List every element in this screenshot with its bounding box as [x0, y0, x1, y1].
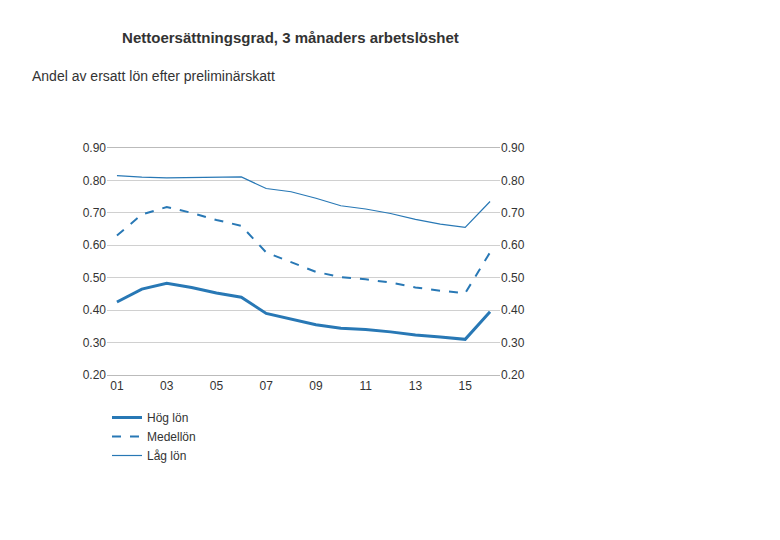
svg-text:0.30: 0.30 — [83, 336, 107, 350]
svg-text:0.70: 0.70 — [501, 206, 525, 220]
svg-text:Hög lön: Hög lön — [147, 411, 188, 425]
svg-text:0.80: 0.80 — [83, 174, 107, 188]
svg-text:0.30: 0.30 — [501, 336, 525, 350]
svg-text:0.40: 0.40 — [83, 303, 107, 317]
svg-text:Låg lön: Låg lön — [147, 449, 186, 463]
svg-text:0.70: 0.70 — [83, 206, 107, 220]
svg-text:0.80: 0.80 — [501, 174, 525, 188]
svg-text:03: 03 — [160, 379, 174, 393]
svg-text:0.50: 0.50 — [501, 271, 525, 285]
svg-text:0.60: 0.60 — [501, 238, 525, 252]
svg-text:Andel av ersatt lön efter prel: Andel av ersatt lön efter preliminärskat… — [32, 68, 275, 84]
svg-text:0.60: 0.60 — [83, 238, 107, 252]
svg-text:0.20: 0.20 — [501, 368, 525, 382]
svg-text:07: 07 — [260, 379, 274, 393]
svg-text:05: 05 — [210, 379, 224, 393]
svg-text:0.90: 0.90 — [501, 141, 525, 155]
svg-text:15: 15 — [459, 379, 473, 393]
svg-text:0.40: 0.40 — [501, 303, 525, 317]
svg-text:0.90: 0.90 — [83, 141, 107, 155]
svg-text:Medellön: Medellön — [147, 430, 196, 444]
svg-text:13: 13 — [409, 379, 423, 393]
svg-text:09: 09 — [309, 379, 323, 393]
svg-text:0.20: 0.20 — [83, 368, 107, 382]
svg-text:Nettoersättningsgrad, 3 månade: Nettoersättningsgrad, 3 månaders arbetsl… — [122, 29, 459, 46]
svg-text:11: 11 — [359, 379, 372, 393]
svg-text:0.50: 0.50 — [83, 271, 107, 285]
svg-text:01: 01 — [110, 379, 124, 393]
